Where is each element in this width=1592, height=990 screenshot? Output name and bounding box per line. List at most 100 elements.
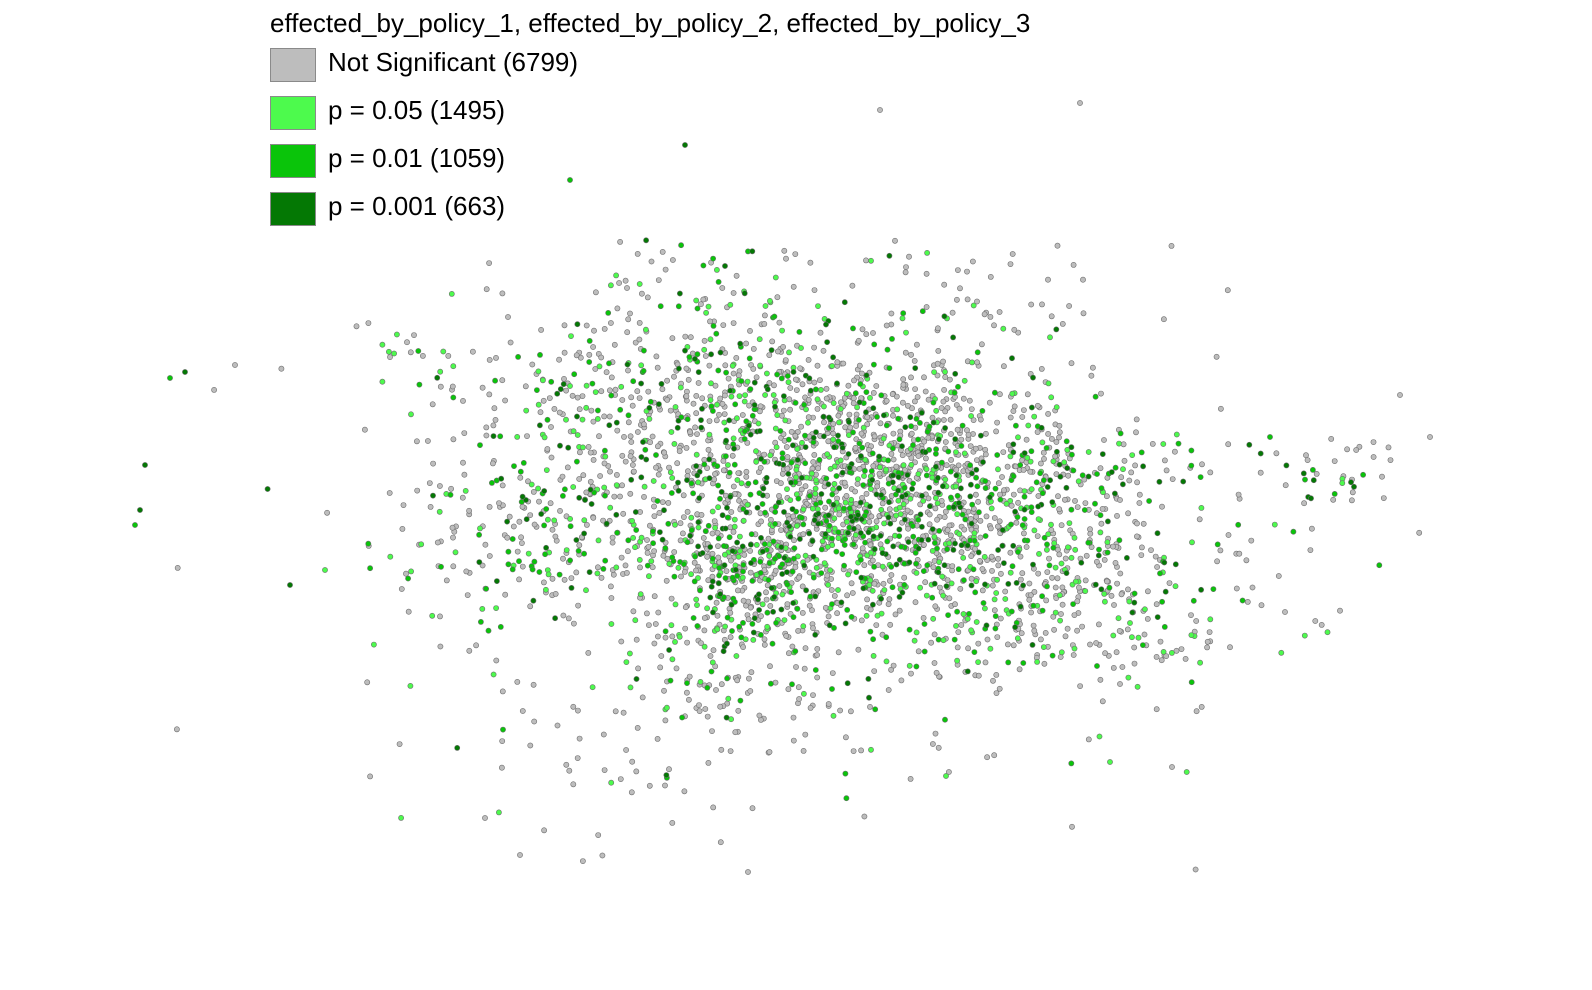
- map-point: [473, 642, 479, 649]
- map-point: [722, 392, 728, 399]
- map-point: [716, 411, 722, 418]
- map-point: [718, 488, 725, 495]
- map-point: [799, 381, 806, 388]
- map-point: [1010, 408, 1017, 414]
- map-point: [781, 509, 787, 515]
- map-point: [1010, 642, 1017, 649]
- map-point: [575, 707, 581, 714]
- map-point: [940, 358, 946, 365]
- map-point: [828, 587, 835, 593]
- map-point: [438, 563, 444, 570]
- map-point: [762, 312, 768, 319]
- map-point: [396, 741, 403, 747]
- map-point: [890, 543, 897, 550]
- map-point: [850, 748, 857, 754]
- map-point: [889, 335, 895, 342]
- map-point: [656, 401, 662, 407]
- map-point: [529, 566, 536, 573]
- map-point: [759, 601, 766, 608]
- map-point: [1339, 480, 1346, 486]
- map-point: [868, 549, 874, 556]
- map-point: [835, 412, 842, 419]
- map-point: [516, 518, 523, 525]
- map-point: [353, 323, 360, 330]
- map-point: [955, 383, 961, 390]
- map-point: [666, 766, 672, 773]
- map-point: [707, 594, 714, 601]
- map-point: [944, 527, 951, 533]
- map-point: [531, 558, 538, 565]
- map-point: [581, 517, 588, 524]
- map-point: [535, 485, 541, 492]
- map-point: [929, 548, 936, 554]
- map-point: [1120, 481, 1126, 488]
- map-point: [723, 714, 730, 721]
- map-point: [611, 493, 618, 500]
- map-point: [894, 406, 901, 413]
- map-point: [1131, 644, 1138, 651]
- map-point: [753, 542, 760, 548]
- map-point: [995, 523, 1001, 530]
- map-point: [1051, 626, 1057, 633]
- map-point: [853, 569, 860, 575]
- map-point: [900, 462, 907, 469]
- map-point: [1349, 497, 1355, 504]
- map-point: [995, 480, 1002, 487]
- map-point: [1099, 505, 1106, 512]
- map-point: [708, 583, 715, 590]
- map-point: [766, 560, 773, 567]
- map-point: [923, 472, 930, 479]
- map-point: [940, 398, 947, 405]
- map-point: [1076, 584, 1082, 591]
- map-point: [948, 580, 955, 587]
- map-point: [730, 529, 737, 535]
- map-point: [713, 687, 719, 693]
- map-point: [1117, 570, 1124, 577]
- map-point: [871, 341, 878, 348]
- map-point: [461, 471, 468, 478]
- map-point: [664, 704, 670, 711]
- map-point: [1027, 458, 1034, 465]
- map-point: [711, 476, 718, 483]
- map-point: [976, 558, 983, 564]
- map-point: [796, 328, 803, 335]
- map-point: [855, 512, 861, 518]
- map-point: [684, 508, 691, 515]
- map-point: [792, 251, 799, 257]
- map-point: [909, 523, 916, 529]
- map-point: [987, 313, 994, 320]
- map-point: [997, 615, 1004, 622]
- map-point: [622, 562, 629, 569]
- map-point: [608, 282, 614, 289]
- map-point: [795, 428, 801, 435]
- map-point: [730, 290, 737, 296]
- map-point: [942, 425, 948, 431]
- map-point: [731, 461, 738, 468]
- map-point: [785, 436, 792, 443]
- map-point: [778, 606, 785, 613]
- map-point: [483, 432, 490, 439]
- map-point: [790, 368, 797, 375]
- map-point: [655, 443, 661, 450]
- map-point: [829, 491, 836, 498]
- map-point: [715, 482, 721, 489]
- map-point: [866, 446, 872, 453]
- map-point: [606, 360, 612, 367]
- map-point: [706, 431, 713, 438]
- map-point: [692, 553, 698, 560]
- map-point: [1172, 583, 1179, 590]
- map-point: [1092, 581, 1099, 588]
- map-point: [979, 587, 986, 594]
- map-point: [718, 681, 725, 688]
- map-point: [1010, 473, 1017, 480]
- map-point: [835, 587, 841, 593]
- map-point: [746, 402, 752, 409]
- map-point: [576, 735, 583, 742]
- map-point: [843, 795, 850, 802]
- map-point: [676, 633, 683, 640]
- map-point: [551, 405, 558, 412]
- map-point: [672, 601, 679, 608]
- map-point: [979, 407, 986, 414]
- map-point: [806, 492, 813, 499]
- map-point: [565, 615, 572, 622]
